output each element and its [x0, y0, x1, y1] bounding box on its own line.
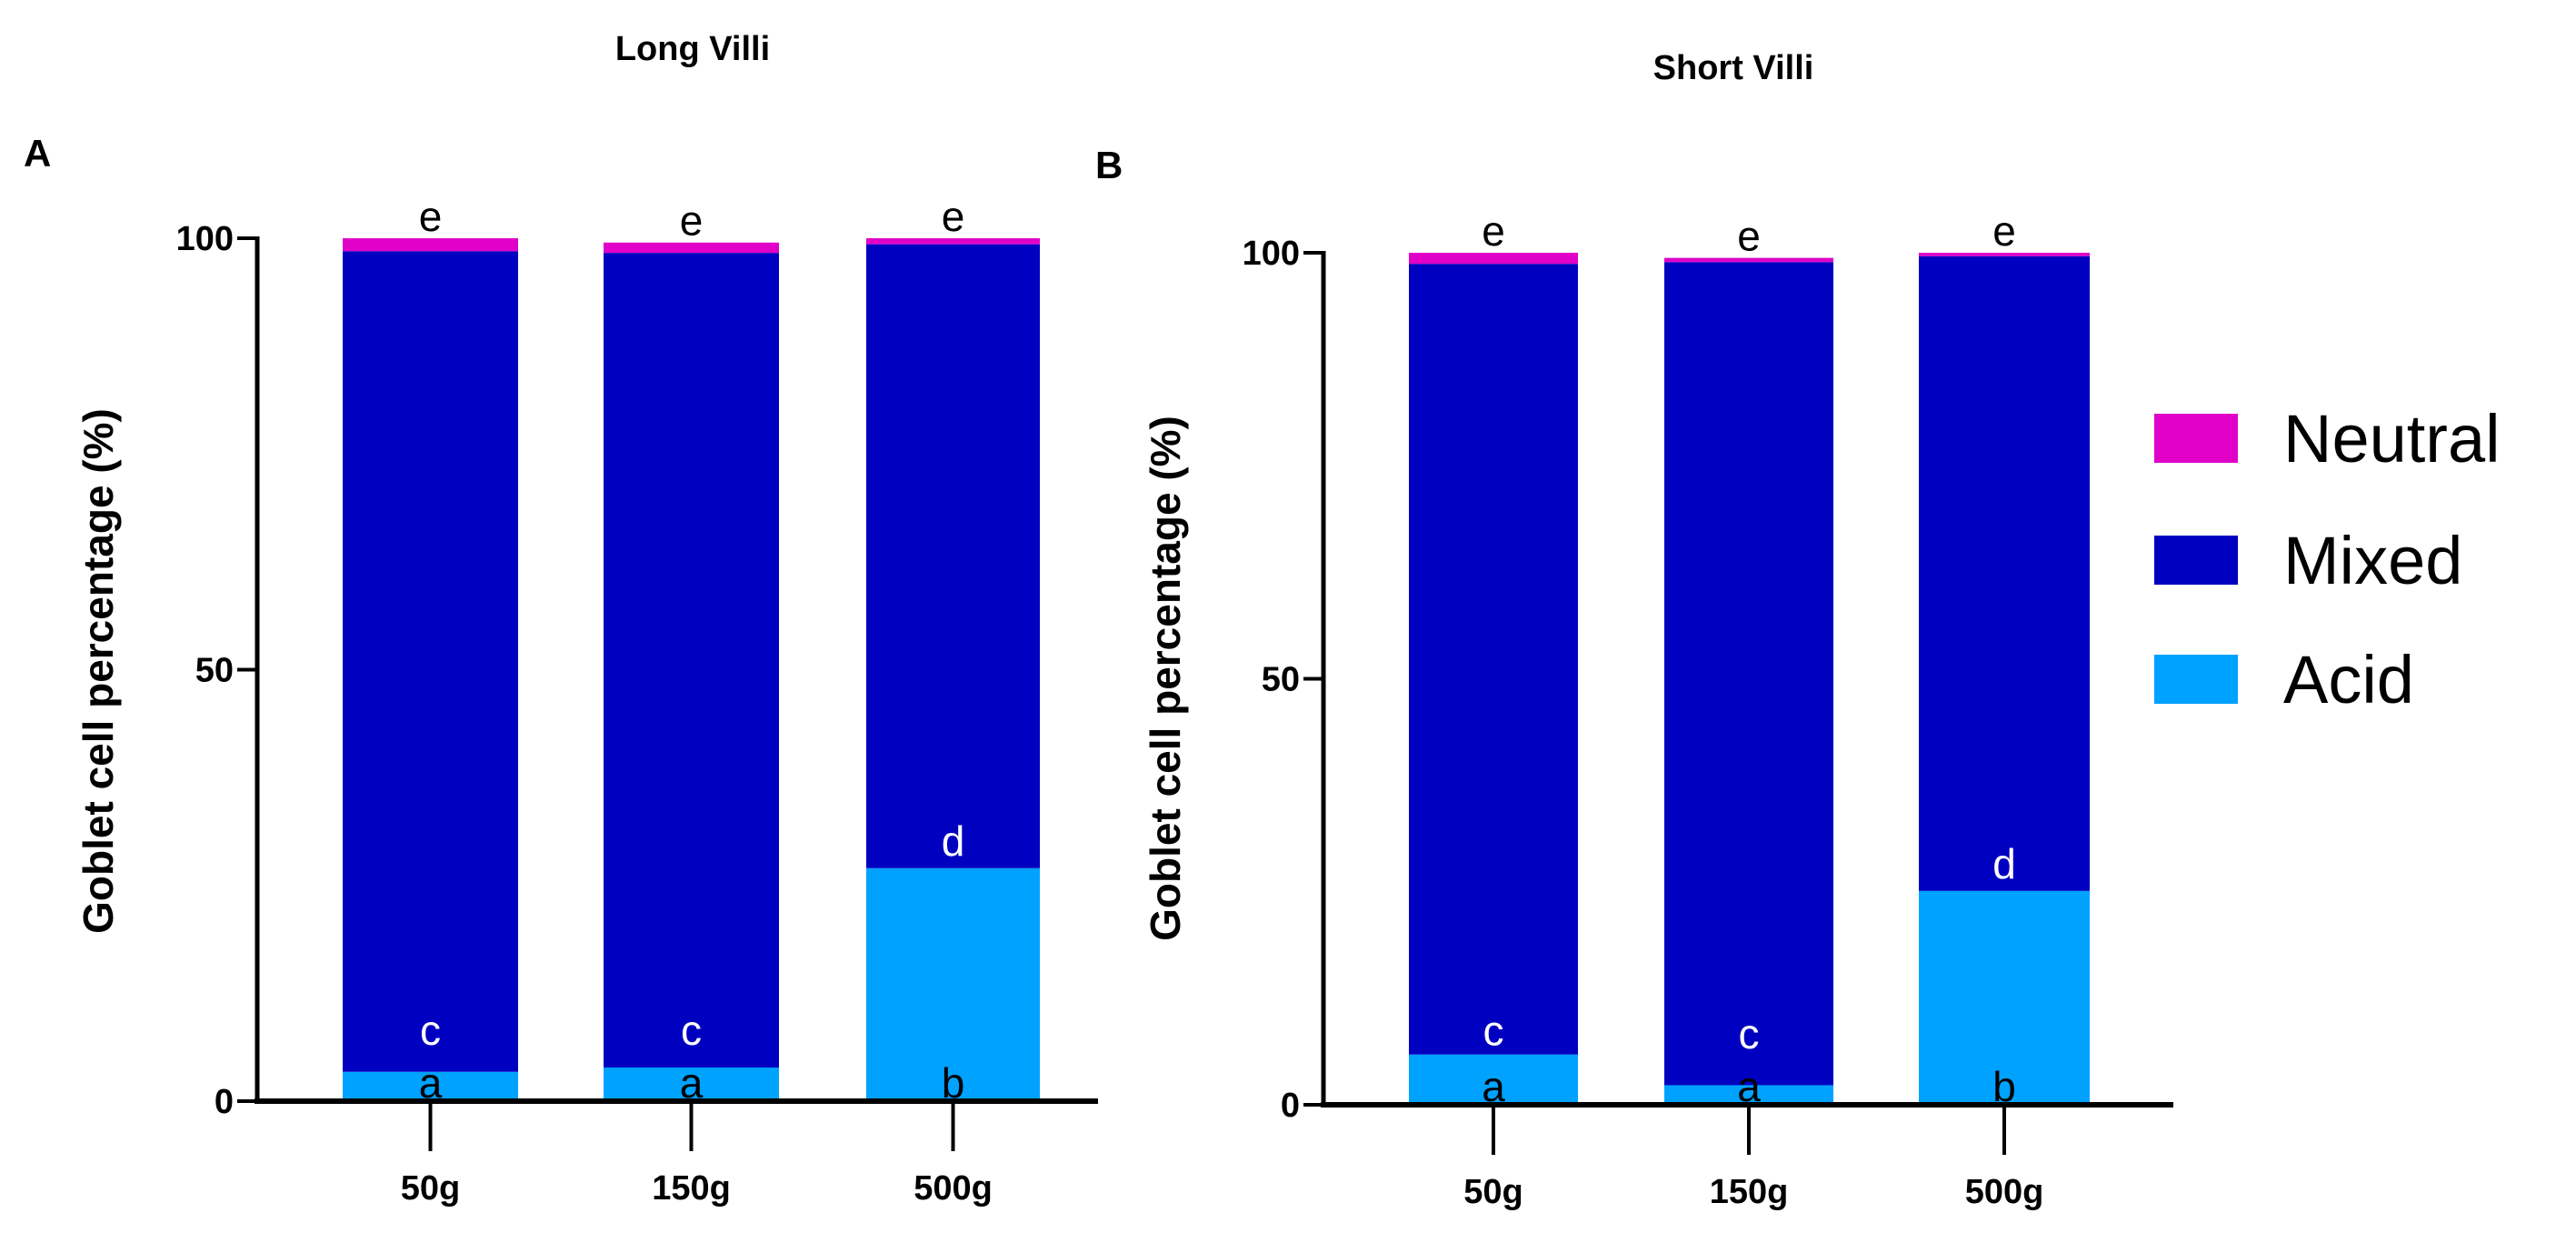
panel-a-bar-mixed-500g	[866, 244, 1040, 868]
panel-a-bar-neutral-50g	[343, 238, 518, 252]
panel-b-bar-mixed-500g	[1919, 256, 2090, 891]
panel-a-annotation-top: e	[680, 197, 704, 245]
legend-label-mixed: Mixed	[2283, 523, 2462, 598]
panel-a-annotation-mixed: c	[681, 1007, 702, 1054]
panel-a-bar-neutral-500g	[866, 238, 1040, 245]
panel-b-bar-neutral-500g	[1919, 253, 2090, 256]
panel-a-bar-mixed-150g	[604, 253, 779, 1068]
panel-b-label: B	[1095, 144, 1123, 186]
panel-b-y-tick-label: 50	[1262, 661, 1300, 699]
panel-a-annotation-top: e	[942, 193, 965, 240]
panel-a-title: Long Villi	[615, 30, 770, 68]
panel-a-y-tick-label: 0	[215, 1083, 234, 1121]
panel-a-y-tick-label: 100	[176, 220, 234, 258]
panel-b-y-tick-label: 0	[1281, 1087, 1300, 1125]
legend-swatch-acid	[2154, 655, 2238, 704]
panel-b-annotation-mixed: c	[1483, 1007, 1504, 1055]
panel-a-bar-acid-150g	[604, 1067, 779, 1101]
panel-b-annotation-top: e	[1992, 207, 2016, 255]
panel-a-bar-acid-500g	[866, 867, 1040, 1101]
panel-b-annotation-top: e	[1482, 207, 1505, 255]
panel-b-x-tick-label: 500g	[1965, 1173, 2044, 1211]
panel-b-bar-acid-150g	[1664, 1085, 1833, 1105]
panel-b: Short Villi B Goblet cell percentage (%)…	[1095, 49, 2173, 1211]
panel-a: Long Villi A Goblet cell percentage (%) …	[24, 30, 1098, 1208]
panel-a-label: A	[24, 132, 51, 175]
panel-b-bar-mixed-150g	[1664, 262, 1833, 1086]
panel-b-annotation-mixed: c	[1739, 1010, 1760, 1058]
legend-swatch-neutral	[2154, 414, 2238, 463]
panel-b-title: Short Villi	[1653, 49, 1814, 87]
legend-label-acid: Acid	[2283, 642, 2414, 717]
panel-b-bar-acid-50g	[1409, 1054, 1578, 1105]
panel-a-x-tick-label: 150g	[652, 1169, 731, 1208]
panel-a-y-axis-label: Goblet cell percentage (%)	[75, 408, 122, 934]
panel-a-bar-acid-50g	[343, 1071, 518, 1101]
panel-b-bar-neutral-50g	[1409, 253, 1578, 265]
legend-label-neutral: Neutral	[2283, 401, 2501, 476]
panel-a-annotation-mixed: c	[420, 1007, 441, 1054]
panel-a-annotation-top: e	[419, 193, 443, 240]
panel-a-x-tick-label: 50g	[401, 1169, 460, 1208]
panel-b-y-axis-label: Goblet cell percentage (%)	[1142, 416, 1189, 941]
panel-b-bar-acid-500g	[1919, 890, 2090, 1105]
panel-a-bar-mixed-50g	[343, 251, 518, 1072]
panel-b-bar-mixed-50g	[1409, 264, 1578, 1055]
legend: Neutral Mixed Acid	[2154, 401, 2501, 717]
panel-b-y-tick-label: 100	[1243, 235, 1300, 273]
panel-b-bar-neutral-150g	[1664, 257, 1833, 263]
panel-b-x-tick-label: 50g	[1463, 1173, 1523, 1211]
panel-a-x-tick-label: 500g	[914, 1169, 993, 1208]
panel-a-bar-neutral-150g	[604, 242, 779, 254]
panel-a-y-tick-label: 50	[195, 652, 234, 690]
panel-b-annotation-top: e	[1737, 213, 1761, 260]
panel-b-annotation-mixed: d	[1992, 840, 2016, 887]
legend-swatch-mixed	[2154, 536, 2238, 585]
panel-a-annotation-mixed: d	[942, 817, 965, 865]
panel-b-x-tick-label: 150g	[1710, 1173, 1789, 1211]
